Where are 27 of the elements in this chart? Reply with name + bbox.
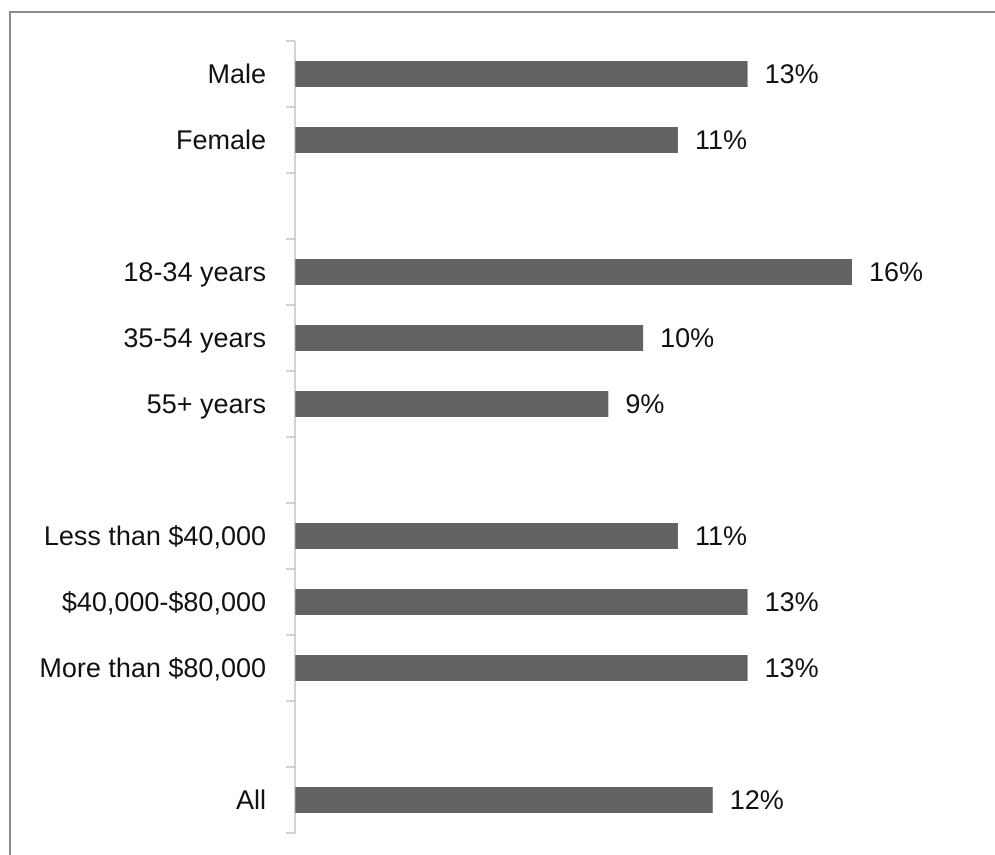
data-label: 10% (660, 323, 714, 353)
bar (295, 391, 608, 417)
bar (295, 787, 713, 813)
data-label: 11% (694, 125, 747, 155)
y-tick-label: Less than $40,000 (44, 521, 266, 551)
data-label: 9% (625, 389, 664, 419)
bar (295, 523, 678, 549)
data-label: 16% (869, 257, 924, 287)
data-label: 11% (694, 521, 747, 551)
y-tick-label: 18-34 years (123, 257, 266, 287)
y-tick-label: Female (176, 125, 266, 155)
bar (295, 61, 748, 87)
bar (295, 655, 748, 681)
bar (295, 325, 644, 351)
data-label: 13% (764, 653, 819, 683)
y-tick-label: 35-54 years (123, 323, 266, 353)
bar (295, 589, 748, 615)
data-label: 13% (764, 59, 819, 89)
y-tick-label: $40,000-$80,000 (62, 587, 266, 617)
data-label: 12% (730, 785, 784, 815)
y-tick-label: Male (207, 59, 266, 89)
bar (295, 259, 852, 285)
bar (295, 127, 678, 153)
data-label: 13% (764, 587, 819, 617)
y-tick-label: More than $80,000 (39, 653, 266, 683)
y-tick-label: 55+ years (146, 389, 266, 419)
y-tick-label: All (236, 785, 266, 815)
